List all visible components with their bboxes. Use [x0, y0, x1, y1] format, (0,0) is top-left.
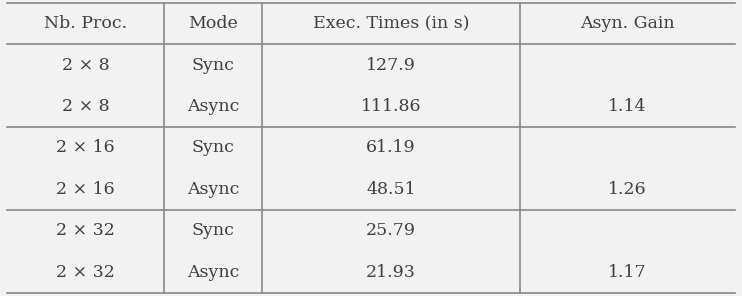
- Text: 2 × 8: 2 × 8: [62, 98, 109, 115]
- Text: 21.93: 21.93: [366, 264, 416, 281]
- Text: Async: Async: [187, 181, 239, 198]
- Text: 2 × 16: 2 × 16: [56, 181, 115, 198]
- Text: Exec. Times (in s): Exec. Times (in s): [312, 15, 469, 32]
- Text: 2 × 8: 2 × 8: [62, 57, 109, 74]
- Text: 2 × 32: 2 × 32: [56, 264, 115, 281]
- Text: Async: Async: [187, 264, 239, 281]
- Text: Nb. Proc.: Nb. Proc.: [44, 15, 127, 32]
- Text: 127.9: 127.9: [366, 57, 416, 74]
- Text: Mode: Mode: [188, 15, 237, 32]
- Text: 1.14: 1.14: [608, 98, 646, 115]
- Text: 2 × 16: 2 × 16: [56, 139, 115, 157]
- Text: 48.51: 48.51: [367, 181, 416, 198]
- Text: 2 × 32: 2 × 32: [56, 222, 115, 239]
- Text: 1.26: 1.26: [608, 181, 646, 198]
- Text: 111.86: 111.86: [361, 98, 421, 115]
- Text: Sync: Sync: [191, 139, 234, 157]
- Text: 61.19: 61.19: [367, 139, 416, 157]
- Text: Asyn. Gain: Asyn. Gain: [580, 15, 674, 32]
- Text: 25.79: 25.79: [366, 222, 416, 239]
- Text: 1.17: 1.17: [608, 264, 646, 281]
- Text: Async: Async: [187, 98, 239, 115]
- Text: Sync: Sync: [191, 57, 234, 74]
- Text: Sync: Sync: [191, 222, 234, 239]
